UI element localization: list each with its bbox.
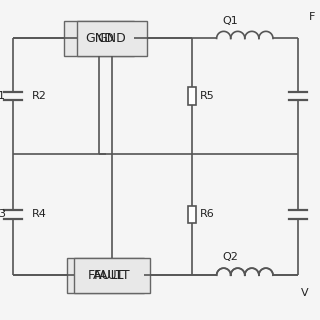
Text: Q1: Q1 — [223, 16, 239, 26]
Text: V: V — [301, 288, 308, 298]
Text: R6: R6 — [200, 209, 215, 220]
Text: GND: GND — [85, 32, 114, 45]
Text: 1: 1 — [0, 91, 5, 101]
Bar — [74, 258, 150, 293]
Bar — [67, 258, 144, 293]
Text: FAULT: FAULT — [87, 269, 124, 282]
Text: Q2: Q2 — [223, 252, 239, 262]
Text: R4: R4 — [32, 209, 47, 220]
Bar — [188, 206, 196, 223]
Text: R5: R5 — [200, 91, 215, 101]
Bar — [77, 21, 147, 56]
Bar — [64, 21, 134, 56]
Text: FAULT: FAULT — [94, 269, 130, 282]
Bar — [188, 87, 196, 105]
Text: F: F — [309, 12, 315, 22]
Text: R2: R2 — [32, 91, 47, 101]
Text: 3: 3 — [0, 209, 5, 220]
Text: GND: GND — [98, 32, 126, 45]
